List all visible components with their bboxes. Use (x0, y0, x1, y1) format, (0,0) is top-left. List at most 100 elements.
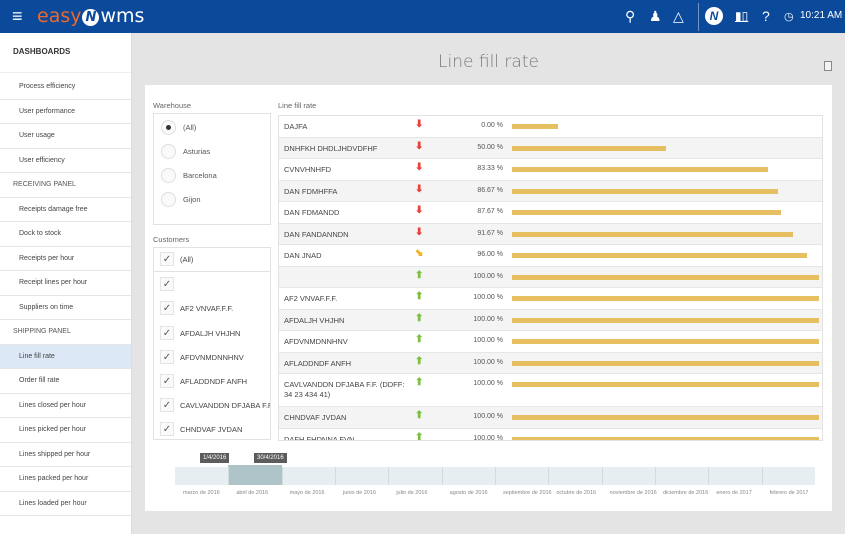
row-percent: 100.00 % (473, 315, 503, 323)
trend-up-icon: ⬆ (415, 334, 424, 345)
table-row[interactable]: ⬆ 100.00 % (279, 266, 822, 288)
line-fill-rate-table[interactable]: DAJFA ⬇ 0.00 % DNHFKH DHDLJHDVDFHF ⬇ 50.00 % C… (278, 115, 823, 441)
trend-up-icon: ⬆ (415, 410, 424, 421)
customer-option[interactable]: ✓ AF2 VNVAF.F.F. (154, 297, 270, 321)
table-row[interactable]: DAN FANDANNDN ⬇ 91.67 % (279, 223, 822, 245)
trend-down-icon: ⬇ (415, 140, 424, 152)
trend-down-icon: ⬇ (415, 183, 424, 195)
bell-icon[interactable]: △ (673, 8, 684, 24)
sidebar: DASHBOARDS Process efficiency User perfor… (0, 33, 132, 534)
row-name: CAVLVANDDN DFJABA F.F. (DDFF: 34 23 434 … (284, 380, 405, 399)
sidebar-item[interactable]: Receipt lines per hour (0, 271, 131, 296)
timeline-month-separator (281, 467, 283, 485)
row-percent: 100.00 % (473, 272, 503, 280)
checkbox[interactable]: ✓ (160, 349, 174, 364)
sidebar-item[interactable]: Receipts damage free (0, 198, 131, 222)
checkbox[interactable]: ✓ (160, 252, 174, 266)
menu-icon[interactable]: ≡ (12, 6, 23, 26)
sidebar-item[interactable]: Dock to stock (0, 222, 131, 247)
row-name: AFDALJH VHJHN (284, 315, 345, 325)
search-icon[interactable]: ⚲ (625, 8, 636, 24)
sidebar-item[interactable]: User performance (0, 100, 131, 124)
trend-neutral-icon: ⬊ (415, 248, 424, 259)
sidebar-item[interactable]: Suppliers on time (0, 296, 131, 320)
timeline-month-label: agosto de 2016 (449, 490, 488, 496)
table-row[interactable]: DAN FDMHFFA ⬇ 86.67 % (279, 180, 822, 202)
checkbox[interactable]: ✓ (160, 277, 174, 292)
customer-option[interactable]: ✓ AFLADDNDF ANFH (154, 370, 270, 394)
page-title: Line fill rate (438, 52, 539, 72)
radio-button[interactable] (161, 144, 176, 159)
row-bar (512, 210, 781, 215)
customer-option-label: AFLADDNDF ANFH (180, 377, 248, 386)
sidebar-item[interactable]: Lines loaded per hour (0, 492, 131, 516)
customer-option[interactable]: ✓ CHNDVAF JVDAN (154, 418, 270, 439)
table-row[interactable]: CVNVHNHFD ⬇ 83.33 % (279, 159, 822, 181)
brand-badge-icon[interactable]: N (705, 7, 723, 25)
sidebar-item[interactable]: Lines packed per hour (0, 467, 131, 492)
table-row[interactable]: AF2 VNVAF.F.F. ⬆ 100.00 % (279, 288, 822, 310)
row-percent: 91.67 % (477, 229, 503, 237)
radio-button[interactable] (161, 192, 176, 207)
customer-option[interactable]: ✓ CAVLVANDDN DFJABA F.F. ... (154, 394, 270, 418)
trend-up-icon: ⬆ (415, 431, 424, 441)
timeline-selection[interactable] (228, 465, 282, 485)
sidebar-item[interactable]: Line fill rate (0, 344, 131, 369)
table-row[interactable]: CAVLVANDDN DFJABA F.F. (DDFF: 34 23 434 … (279, 374, 822, 407)
table-row[interactable]: AFLADDNDF ANFH ⬆ 100.00 % (279, 352, 822, 374)
trend-down-icon: ⬇ (415, 226, 424, 238)
row-name: DAN FANDANNDN (284, 229, 349, 239)
row-bar (512, 124, 558, 129)
row-name: DAN JNAD (284, 251, 322, 260)
warehouse-option-label: Gijon (183, 195, 201, 204)
sidebar-item[interactable]: Lines shipped per hour (0, 443, 131, 467)
timeline-month-label: noviembre de 2016 (609, 490, 657, 496)
sidebar-item[interactable]: Lines closed per hour (0, 394, 131, 418)
table-row[interactable]: CHNDVAF JVDAN ⬆ 100.00 % (279, 407, 822, 429)
customer-option[interactable]: ✓ (154, 273, 270, 297)
table-row[interactable]: DAN FDMANDD ⬇ 87.67 % (279, 202, 822, 224)
sidebar-item[interactable]: User efficiency (0, 149, 131, 173)
radio-button[interactable] (161, 120, 176, 135)
table-row[interactable]: DAFH FHDNNA FVN ⬆ 100.00 % (279, 429, 822, 441)
checkbox[interactable]: ✓ (160, 422, 174, 437)
row-percent: 86.67 % (477, 186, 503, 194)
row-bar (512, 415, 819, 420)
clock-icon: ◷ (784, 11, 794, 23)
checkbox[interactable]: ✓ (160, 325, 174, 340)
user-icon[interactable]: ♟ (649, 8, 662, 24)
sidebar-item[interactable]: User usage (0, 124, 131, 149)
row-percent: 100.00 % (473, 358, 503, 366)
table-row[interactable]: DNHFKH DHDLJHDVDFHF ⬇ 50.00 % (279, 137, 822, 159)
row-name: AF2 VNVAF.F.F. (284, 294, 338, 303)
sidebar-item[interactable]: Process efficiency (0, 75, 131, 100)
customer-option[interactable]: ✓ AFDVNMDNNHNV (154, 346, 270, 370)
radio-button[interactable] (161, 168, 176, 183)
row-bar (512, 253, 807, 258)
reports-icon[interactable]: ▮▯ (735, 9, 749, 23)
customer-option[interactable]: ✓ AFDALJH VHJHN (154, 322, 270, 346)
row-bar (512, 339, 819, 344)
sidebar-item[interactable]: Order fill rate (0, 369, 131, 394)
timeline-end-flag[interactable]: 30/4/2016 (254, 453, 287, 463)
customer-option[interactable]: ✓ (All) (154, 248, 270, 272)
customers-checklist[interactable]: ✓ (All) ✓ ✓ AF2 VNVAF.F.F. ✓ AFDALJH VHJHN ✓ AFD… (153, 247, 271, 440)
timeline-month-separator (708, 467, 710, 485)
table-row[interactable]: AFDALJH VHJHN ⬆ 100.00 % (279, 309, 822, 331)
table-row[interactable]: DAJFA ⬇ 0.00 % (279, 116, 822, 138)
timeline-start-flag[interactable]: 1/4/2016 (200, 453, 230, 463)
timeline-month-separator (228, 467, 230, 485)
timeline-slider[interactable]: 1/4/2016 30/4/2016 marzo de 2016 abril de… (167, 453, 817, 511)
table-row[interactable]: AFDVNMDNNHNV ⬆ 100.00 % (279, 331, 822, 353)
sidebar-item[interactable]: Lines picked per hour (0, 418, 131, 443)
checkbox[interactable]: ✓ (160, 374, 174, 388)
sidebar-item[interactable]: Receipts per hour (0, 247, 131, 271)
export-icon[interactable] (824, 61, 832, 71)
checkbox[interactable]: ✓ (160, 398, 174, 413)
trend-up-icon: ⬆ (415, 291, 424, 302)
help-icon[interactable]: ? (762, 8, 770, 24)
checkbox[interactable]: ✓ (160, 301, 174, 316)
row-bar (512, 360, 819, 366)
table-row[interactable]: DAN JNAD ⬊ 96.00 % (279, 245, 822, 267)
